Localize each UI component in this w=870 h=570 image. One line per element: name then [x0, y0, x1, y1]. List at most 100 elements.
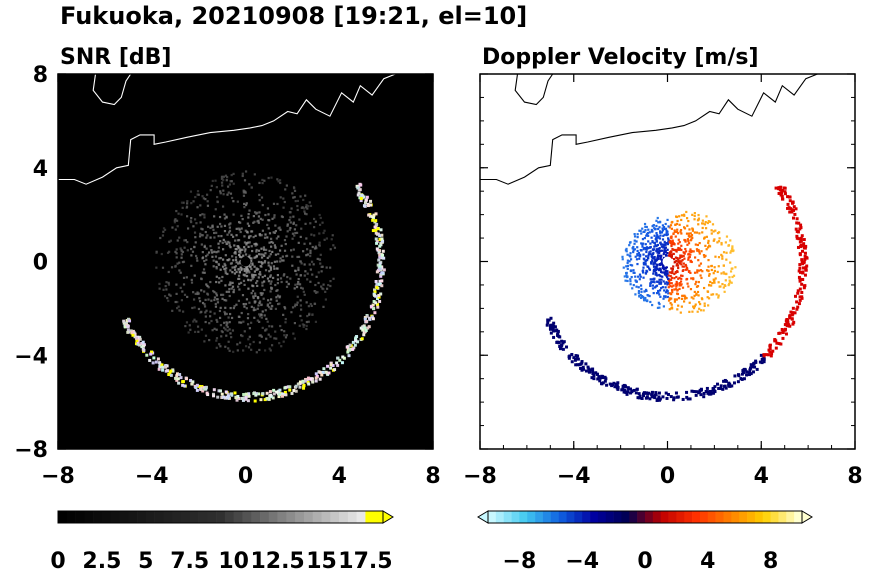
ring-echo [771, 349, 775, 353]
velocity-cell [677, 232, 680, 235]
ring-echo [140, 345, 144, 349]
snr-cell [210, 249, 213, 252]
snr-cell [231, 235, 235, 238]
velocity-cell [713, 281, 716, 284]
velocity-cell [669, 256, 672, 259]
velocity-cell [642, 297, 646, 300]
velocity-cell [671, 291, 674, 294]
snr-cell [200, 227, 203, 230]
snr-cell [207, 225, 210, 228]
snr-cell [174, 300, 177, 304]
snr-cell [268, 347, 271, 350]
ring-echo [796, 245, 800, 249]
snr-cell [256, 284, 259, 288]
snr-cell [240, 227, 243, 230]
velocity-cell [635, 240, 638, 243]
ring-echo [758, 360, 762, 364]
snr-cell [228, 183, 232, 186]
snr-cell [263, 280, 266, 283]
ring-echo [779, 342, 783, 346]
velocity-cell [679, 256, 682, 259]
ring-echo [570, 360, 574, 364]
snr-cell [248, 254, 251, 257]
ring-echo [321, 371, 325, 375]
snr-cell [254, 294, 257, 297]
snr-cell [186, 240, 189, 244]
ring-echo [375, 286, 379, 290]
snr-cell [192, 200, 195, 203]
ring-echo [247, 392, 251, 396]
velocity-cell [622, 266, 625, 269]
snr-cell [272, 265, 276, 268]
velocity-cell [688, 301, 691, 304]
snr-cell [319, 262, 322, 265]
snr-cell [318, 258, 322, 261]
velocity-cell [645, 269, 648, 272]
ring-echo [792, 205, 796, 209]
velocity-cell [670, 271, 673, 275]
velocity-cell [689, 232, 692, 235]
ring-echo [320, 373, 324, 377]
snr-cell [163, 228, 167, 231]
ring-echo [587, 367, 591, 371]
velocity-cell [644, 262, 647, 265]
snr-cell [213, 291, 216, 294]
snr-cell [218, 257, 221, 260]
velocity-cell [639, 255, 642, 258]
colorbar-tick-label: 0 [637, 549, 652, 570]
velocity-cell [665, 242, 668, 245]
velocity-cell [725, 251, 728, 254]
ring-echo [303, 379, 307, 383]
ring-echo [784, 332, 788, 336]
velocity-cell [693, 305, 696, 308]
ring-echo [226, 394, 230, 398]
snr-cell [268, 249, 271, 253]
velocity-cell [674, 256, 678, 259]
ring-echo [603, 379, 607, 383]
snr-cell [182, 276, 186, 279]
snr-cell [309, 242, 312, 245]
velocity-cell [677, 242, 680, 245]
velocity-cell [658, 282, 661, 285]
snr-cell [224, 306, 227, 309]
colorbar-bin [260, 511, 270, 523]
velocity-cell [696, 271, 699, 274]
snr-cell [293, 337, 296, 340]
ring-echo [136, 340, 140, 344]
snr-cell [212, 289, 215, 293]
ring-echo [605, 383, 609, 387]
velocity-cell [672, 232, 675, 235]
ring-echo [768, 343, 772, 347]
colorbar-tick-label: 15 [306, 549, 337, 570]
snr-cell [194, 241, 197, 244]
velocity-cell [716, 270, 719, 274]
velocity-cell [652, 262, 656, 265]
velocity-cell [679, 260, 682, 263]
velocity-cell [639, 284, 643, 287]
snr-cell [210, 184, 213, 187]
snr-cell [209, 310, 212, 313]
velocity-cell [698, 301, 701, 304]
velocity-cell [705, 235, 708, 238]
snr-cell [214, 305, 218, 308]
colorbar-bin [503, 511, 512, 523]
snr-cell [248, 209, 251, 212]
snr-cell [303, 210, 306, 213]
snr-cell [219, 256, 222, 260]
colorbar-bin [699, 511, 709, 523]
snr-cell [255, 281, 258, 285]
ring-echo [371, 218, 375, 222]
snr-cell [240, 281, 243, 284]
snr-cell [282, 259, 285, 262]
colorbar-bin [75, 511, 85, 523]
ring-echo [699, 393, 703, 397]
ring-echo [294, 384, 298, 388]
snr-cell [283, 249, 287, 252]
velocity-cell [667, 274, 670, 277]
snr-cell [301, 323, 304, 326]
snr-cell [257, 304, 260, 307]
snr-cell [215, 337, 219, 340]
snr-cell [244, 170, 248, 173]
snr-cell [247, 313, 250, 316]
snr-cell [205, 309, 208, 312]
